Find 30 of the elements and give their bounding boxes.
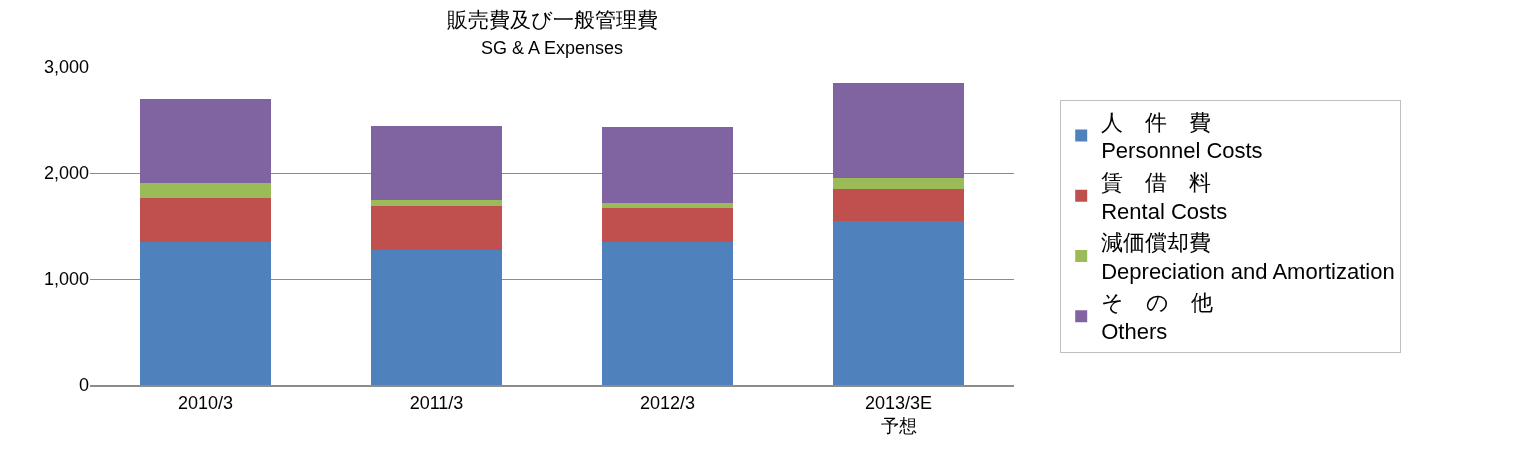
bar [832,82,965,179]
x-tick-label: 2012/3 [639,392,696,413]
x-tick-label: 2011/3 [409,392,464,413]
legend-label: 人 件 費 Personnel Costs [1101,109,1263,164]
bar [601,241,734,385]
bar [139,182,272,199]
chart-subtitle: SG & A Expenses [480,38,624,59]
bar [370,250,503,385]
legend-label: 減価償却費 Depreciation and Amortization [1101,230,1395,284]
x-tick-label: 2013/3E 予想 [864,392,933,436]
bar [139,198,272,242]
bar [139,98,272,183]
x-tick-label: 2010/3 [177,392,234,413]
bar [370,205,503,251]
bar [601,127,734,203]
bar [832,178,965,189]
bar [370,126,503,200]
bar [139,241,272,385]
y-tick-label: 0 [78,375,89,396]
legend-label: そ の 他 Others [1101,290,1214,345]
legend-label: 賃 借 料 Rental Costs [1101,170,1228,224]
bar [370,199,503,206]
bar [601,202,734,208]
y-tick-label: 3,000 [43,57,89,78]
bar [601,207,734,242]
chart-title: 販売費及び一般管理費 [446,8,658,32]
bar [832,220,965,385]
y-tick-label: 1,000 [43,269,89,290]
bar [832,188,965,221]
y-tick-label: 2,000 [43,163,89,184]
